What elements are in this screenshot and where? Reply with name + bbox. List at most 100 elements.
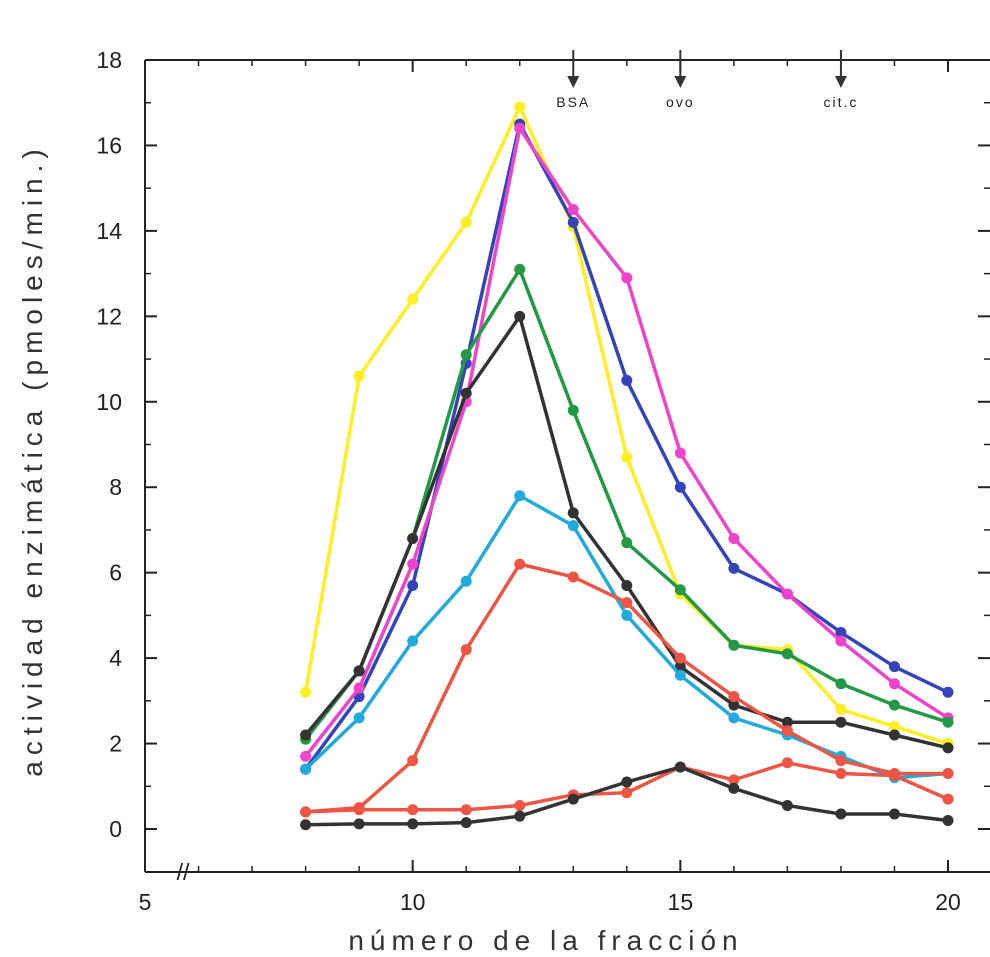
data-point	[407, 804, 419, 816]
data-point	[781, 757, 793, 769]
marker-label: ovo	[666, 94, 695, 110]
data-point	[300, 819, 312, 831]
data-point	[460, 349, 472, 361]
data-point	[407, 293, 419, 305]
data-point	[353, 804, 365, 816]
data-point	[514, 800, 526, 812]
data-point	[835, 716, 847, 728]
data-point	[460, 387, 472, 399]
data-point	[674, 669, 686, 681]
data-point	[674, 584, 686, 596]
data-point	[674, 661, 686, 673]
marker-label: cit.c	[823, 94, 858, 110]
data-point	[460, 216, 472, 228]
data-point	[514, 490, 526, 502]
data-point	[407, 579, 419, 591]
data-point	[781, 588, 793, 600]
y-tick-label: 8	[109, 474, 122, 500]
data-point	[942, 793, 954, 805]
data-point	[514, 310, 526, 322]
data-point	[835, 635, 847, 647]
marker-arrowhead	[834, 76, 847, 88]
data-point	[728, 691, 740, 703]
data-point	[407, 558, 419, 570]
data-point	[781, 648, 793, 660]
y-tick-label: 14	[96, 218, 122, 244]
series-line	[304, 126, 949, 758]
data-point	[888, 770, 900, 782]
data-point	[674, 481, 686, 493]
data-point	[781, 725, 793, 737]
y-tick-label: 6	[109, 560, 122, 586]
y-tick-label: 4	[109, 645, 122, 671]
y-tick-label: 16	[96, 132, 122, 158]
data-point	[460, 817, 472, 829]
data-point	[888, 678, 900, 690]
data-point	[942, 686, 954, 698]
data-point	[942, 767, 954, 779]
data-point	[835, 626, 847, 638]
data-point	[781, 716, 793, 728]
data-point	[835, 755, 847, 767]
data-point	[514, 122, 526, 134]
chart-ticks: 0 2 4 6 8 10 12 14 16 18 5 10 15 20	[96, 47, 990, 915]
y-tick-label: 2	[109, 731, 122, 757]
y-axis-title: actividad enzimática (pmoles/min.)	[17, 143, 48, 777]
data-point	[942, 716, 954, 728]
data-point	[353, 370, 365, 382]
data-point	[621, 537, 633, 549]
y-tick-label: 18	[96, 47, 122, 73]
x-tick-label: 5	[139, 889, 152, 915]
x-tick-label: 20	[935, 889, 961, 915]
data-point	[621, 597, 633, 609]
data-point	[460, 804, 472, 816]
data-point	[888, 729, 900, 741]
data-point	[728, 774, 740, 786]
data-point	[621, 451, 633, 463]
x-tick-label: 10	[400, 889, 426, 915]
reference-markers: BSA ovo cit.c	[556, 50, 858, 110]
series-line	[304, 122, 949, 771]
data-point	[942, 814, 954, 826]
data-point	[567, 507, 579, 519]
data-point	[407, 818, 419, 830]
data-point	[514, 810, 526, 822]
data-point	[835, 808, 847, 820]
y-tick-label: 12	[96, 303, 122, 329]
chart-series	[300, 101, 954, 831]
data-point	[353, 665, 365, 677]
data-point	[514, 263, 526, 275]
data-point	[353, 712, 365, 724]
y-tick-label: 0	[109, 816, 122, 842]
data-point	[567, 571, 579, 583]
x-axis-break-mark: //	[177, 859, 190, 885]
data-point	[621, 374, 633, 386]
data-point	[300, 686, 312, 698]
marker-arrowhead	[567, 76, 580, 88]
data-point	[728, 639, 740, 651]
marker-label: BSA	[556, 94, 590, 110]
data-point	[514, 558, 526, 570]
data-point	[888, 720, 900, 732]
data-point	[300, 763, 312, 775]
chart-axes: //	[144, 59, 990, 885]
x-axis-title: número de la fracción	[348, 925, 743, 956]
data-point	[728, 699, 740, 711]
data-point	[781, 800, 793, 812]
data-point	[728, 532, 740, 544]
data-point	[888, 661, 900, 673]
data-point	[407, 635, 419, 647]
data-point	[567, 520, 579, 532]
data-point	[300, 750, 312, 762]
data-point	[621, 609, 633, 621]
data-point	[407, 532, 419, 544]
data-point	[567, 216, 579, 228]
data-point	[674, 447, 686, 459]
data-point	[567, 404, 579, 416]
data-point	[728, 782, 740, 794]
data-point	[567, 204, 579, 216]
data-point	[888, 699, 900, 711]
data-point	[621, 579, 633, 591]
data-point	[674, 652, 686, 664]
